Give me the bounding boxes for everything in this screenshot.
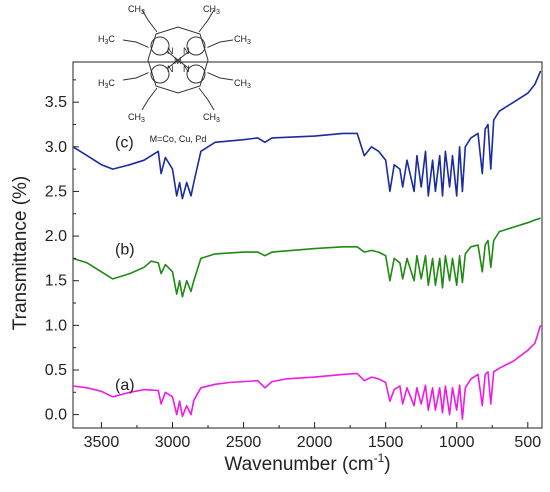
x-axis-label: Wavenumber (cm-1) xyxy=(224,451,390,475)
y-tick-label: 1.5 xyxy=(45,273,67,290)
x-tick-label: 2500 xyxy=(226,434,262,451)
methyl-label: CH3 xyxy=(203,112,220,124)
ethyl-arm xyxy=(141,9,158,33)
metal-label: M xyxy=(174,56,182,66)
y-tick-label: 0.5 xyxy=(45,362,67,379)
metal-caption: M=Co, Cu, Pd xyxy=(150,134,207,144)
y-tick-label: 3.5 xyxy=(45,94,67,111)
x-tick-label: 3500 xyxy=(84,434,120,451)
nitrogen-label: N xyxy=(167,46,174,56)
pyrrole-ring xyxy=(186,36,206,56)
ethyl-arm xyxy=(198,9,215,33)
x-tick-label: 1000 xyxy=(439,434,475,451)
series-annotation-c: (c) xyxy=(115,134,134,151)
metal-bond xyxy=(166,51,179,61)
methyl-label: CH3 xyxy=(203,4,220,16)
methyl-label: CH3 xyxy=(128,112,145,124)
methyl-label: H3C xyxy=(98,78,115,90)
nitrogen-label: N xyxy=(183,46,190,56)
macrocycle xyxy=(147,26,209,94)
pyrrole-ring xyxy=(150,64,170,84)
metal-bond xyxy=(177,59,190,69)
ethyl-arm xyxy=(207,72,234,81)
x-tick-label: 3000 xyxy=(155,434,191,451)
y-tick-label: 3.0 xyxy=(45,139,67,156)
metal-bond xyxy=(177,51,190,61)
methyl-label: CH3 xyxy=(128,4,145,16)
methyl-label: CH3 xyxy=(234,78,251,90)
x-tick-label: 500 xyxy=(514,434,541,451)
ethyl-arm xyxy=(198,87,215,111)
methyl-label: H3C xyxy=(98,34,115,46)
labels-layer: Wavenumber (cm-1) Transmittance (%) (a) (b)… xyxy=(10,134,391,475)
metal-bond xyxy=(166,59,179,69)
x-tick-label: 2000 xyxy=(297,434,333,451)
series-annotation-b: (b) xyxy=(115,241,135,258)
series-line-1 xyxy=(72,217,541,298)
methyl-label: CH3 xyxy=(234,34,251,46)
y-tick-label: 2.0 xyxy=(45,228,67,245)
y-axis-label: Transmittance (%) xyxy=(10,176,31,331)
nitrogen-label: N xyxy=(167,64,174,74)
ticks-layer: 3500 3000 2500 2000 1500 1000 500 0.0 0.5 1.0 1.5 2… xyxy=(45,79,541,451)
y-tick-label: 0.0 xyxy=(45,407,67,424)
y-tick-label: 1.0 xyxy=(45,317,67,334)
y-tick-label: 2.5 xyxy=(45,183,67,200)
pyrrole-ring xyxy=(150,36,170,56)
nitrogen-label: N xyxy=(183,64,190,74)
ethyl-arm xyxy=(141,87,158,111)
pyrrole-ring xyxy=(186,64,206,84)
ethyl-arm xyxy=(207,39,234,48)
x-tick-label: 1500 xyxy=(368,434,404,451)
series-line-0 xyxy=(72,325,542,420)
ethyl-arm xyxy=(122,72,149,81)
series-annotation-a: (a) xyxy=(115,377,135,394)
series-layer xyxy=(72,70,542,420)
plot-frame xyxy=(72,61,543,429)
series-line-2 xyxy=(72,70,542,200)
ethyl-arm xyxy=(122,39,149,48)
